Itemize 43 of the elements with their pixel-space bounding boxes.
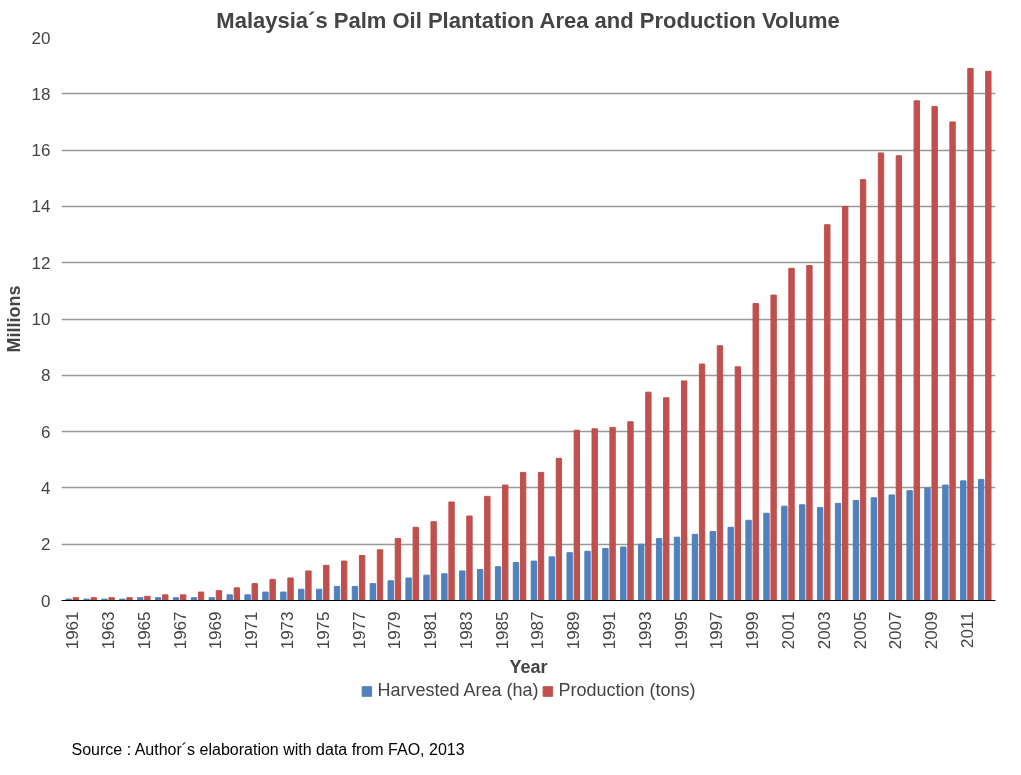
y-axis-title: Millions (3, 285, 24, 353)
x-tick-label: 1997 (707, 611, 727, 650)
x-tick-label: 1961 (63, 611, 83, 650)
x-tick-label: 2009 (922, 611, 942, 650)
legend-label: Harvested Area (ha) (377, 680, 539, 701)
x-tick-label: 1987 (528, 611, 548, 650)
x-axis-title: Year (509, 657, 548, 678)
x-tick-label: 1963 (99, 611, 119, 650)
x-tick-label: 1977 (349, 611, 369, 650)
legend-label: Production (tons) (558, 680, 696, 701)
x-tick-label: 1971 (242, 611, 262, 650)
x-tick-label: 1969 (206, 611, 226, 650)
x-tick-label: 1965 (134, 611, 154, 650)
x-tick-label: 1993 (635, 611, 655, 650)
x-tick-label: 1989 (564, 611, 584, 650)
x-tick-label: 2003 (814, 611, 834, 650)
chart-title: Malaysia´s Palm Oil Plantation Area and Production Volume (216, 7, 840, 33)
y-tick-label: 18 (31, 84, 51, 104)
x-tick-label: 1981 (421, 611, 441, 650)
source-note: Source : Author´s elaboration with data from FAO, 2013 (71, 740, 465, 758)
x-tick-label: 1985 (492, 611, 512, 650)
x-tick-label: 1973 (277, 611, 297, 650)
x-tick-label: 1995 (671, 611, 691, 650)
y-tick-label: 0 (41, 591, 51, 611)
y-tick-label: 4 (41, 478, 51, 498)
x-tick-label: 2011 (957, 611, 977, 649)
x-tick-label: 2007 (886, 611, 906, 650)
x-tick-label: 1983 (456, 611, 476, 650)
x-tick-label: 2005 (850, 611, 870, 650)
x-tick-label: 1975 (313, 611, 333, 650)
x-tick-label: 1979 (385, 611, 405, 650)
y-tick-label: 10 (31, 310, 51, 329)
x-tick-label: 1967 (170, 611, 190, 650)
y-tick-label: 16 (31, 141, 51, 161)
y-tick-label: 6 (41, 422, 51, 442)
x-tick-label: 2001 (778, 611, 798, 650)
y-tick-label: 2 (41, 535, 51, 555)
y-tick-label: 12 (31, 253, 51, 273)
y-tick-label: 14 (31, 197, 51, 217)
x-tick-label: 1991 (600, 611, 620, 650)
y-tick-label: 8 (41, 366, 51, 386)
y-tick-label: 20 (31, 28, 51, 48)
x-tick-label: 1999 (743, 611, 763, 650)
